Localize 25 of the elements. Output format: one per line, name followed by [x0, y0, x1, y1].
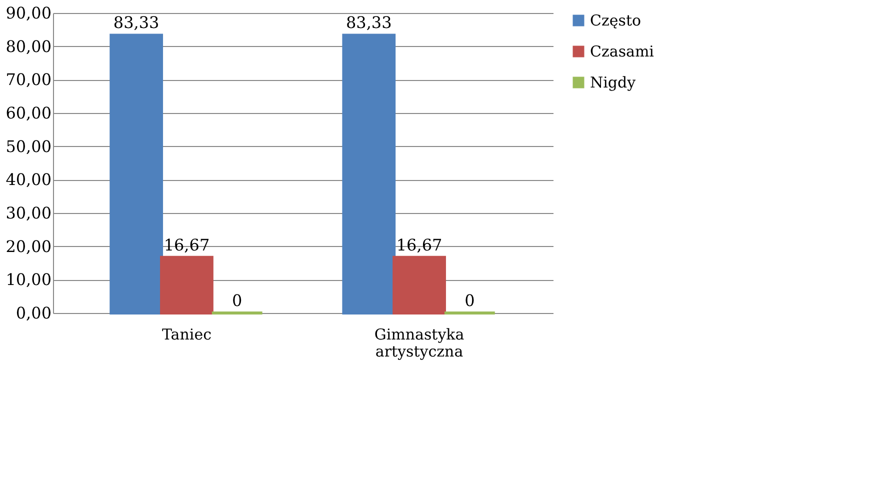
y-tick-label: 40,00 — [6, 170, 52, 190]
y-tick-label: 50,00 — [6, 136, 52, 156]
data-label: 16,67 — [396, 235, 442, 254]
x-tick-label: Taniec — [162, 326, 212, 344]
bar — [110, 34, 164, 314]
x-tick-label: Gimnastyka artystyczna — [374, 326, 464, 360]
y-tick-label: 30,00 — [6, 204, 52, 222]
data-label: 16,67 — [164, 235, 210, 254]
y-tick-label: 90,00 — [6, 4, 52, 22]
data-label: 83,33 — [113, 13, 160, 32]
legend-label: Nigdy — [590, 74, 636, 92]
bar — [342, 34, 396, 314]
y-tick-label: 80,00 — [6, 36, 52, 56]
bar — [160, 256, 214, 314]
y-tick-label: 60,00 — [6, 104, 52, 122]
data-label: 83,33 — [346, 13, 392, 32]
y-tick-label: 20,00 — [6, 236, 52, 256]
data-label: 0 — [464, 291, 475, 310]
y-tick-label: 10,00 — [6, 270, 52, 290]
data-label: 0 — [232, 291, 242, 310]
legend-label: Często — [590, 12, 642, 30]
bar — [392, 256, 446, 314]
y-tick-label: 0,00 — [16, 304, 52, 322]
legend-label: Czasami — [590, 42, 654, 60]
y-tick-label: 70,00 — [6, 70, 52, 90]
